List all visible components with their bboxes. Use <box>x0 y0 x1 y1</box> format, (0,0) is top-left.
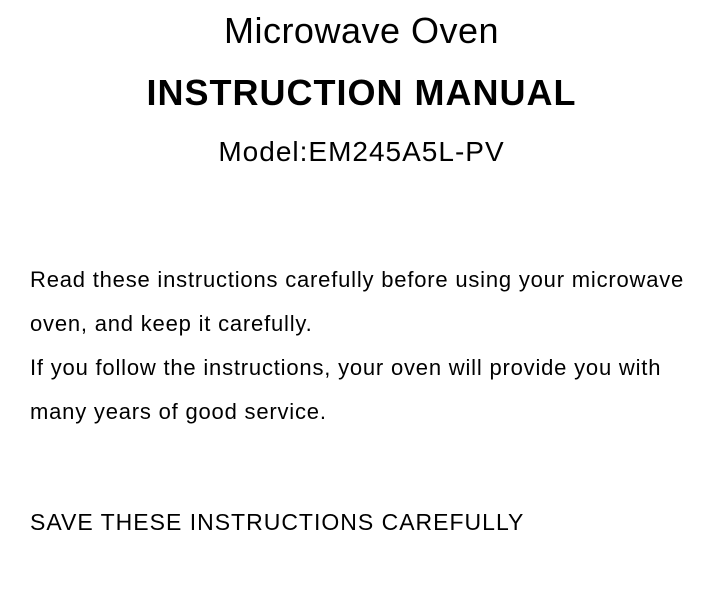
model-number: Model:EM245A5L-PV <box>30 136 693 168</box>
save-instructions-line: SAVE THESE INSTRUCTIONS CAREFULLY <box>30 509 693 536</box>
paragraph-line-1: Read these instructions carefully before… <box>30 267 684 336</box>
product-title: Microwave Oven <box>30 10 693 52</box>
manual-title: INSTRUCTION MANUAL <box>30 72 693 114</box>
paragraph-line-2: If you follow the instructions, your ove… <box>30 355 661 424</box>
instruction-paragraph: Read these instructions carefully before… <box>30 258 693 434</box>
